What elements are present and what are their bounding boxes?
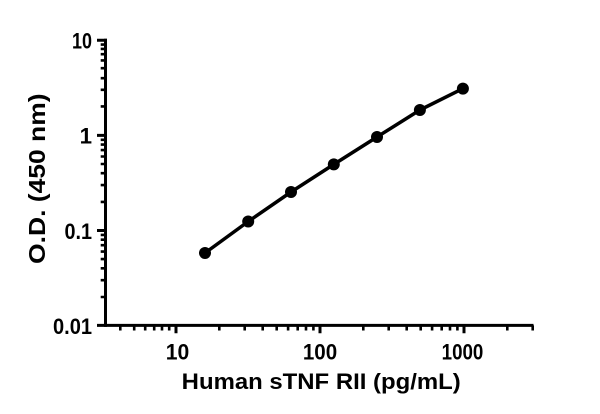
svg-text:0.1: 0.1 bbox=[65, 219, 93, 244]
svg-text:1000: 1000 bbox=[442, 340, 484, 365]
svg-text:10: 10 bbox=[72, 28, 92, 53]
svg-text:O.D. (450 nm): O.D. (450 nm) bbox=[24, 93, 50, 264]
svg-text:1: 1 bbox=[80, 124, 92, 149]
svg-text:10: 10 bbox=[166, 340, 190, 365]
svg-text:Human sTNF RII (pg/mL): Human sTNF RII (pg/mL) bbox=[182, 369, 461, 394]
svg-text:0.01: 0.01 bbox=[53, 314, 92, 339]
svg-text:100: 100 bbox=[303, 340, 337, 365]
